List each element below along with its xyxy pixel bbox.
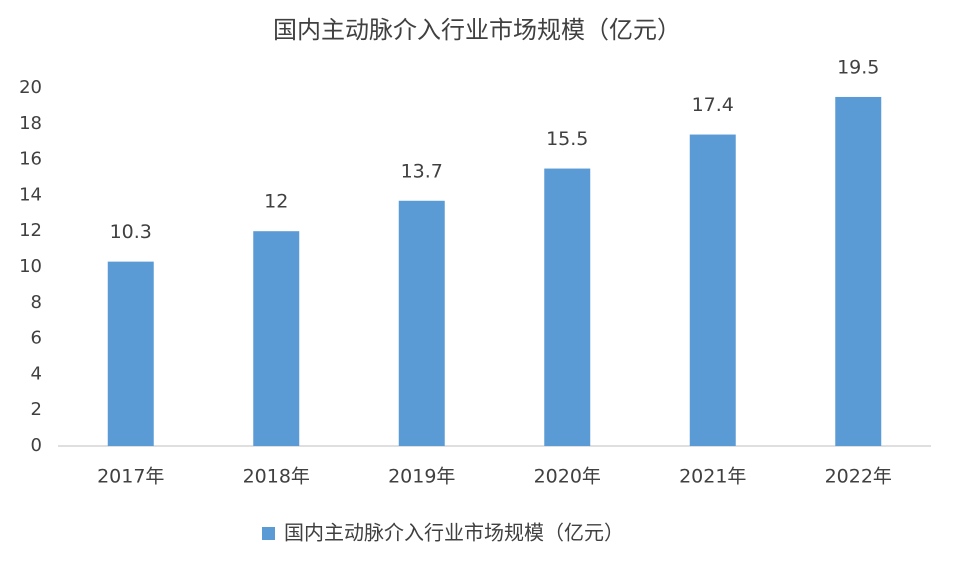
bar (835, 96, 882, 446)
x-tick-label: 2017年 (97, 466, 164, 488)
bar (689, 134, 736, 447)
x-tick-label: 2022年 (825, 466, 892, 488)
chart-title: 国内主动脉介入行业市场规模（亿元） (273, 16, 681, 44)
y-tick-label: 8 (31, 292, 42, 313)
data-label: 17.4 (692, 94, 734, 116)
y-tick-label: 14 (19, 184, 42, 205)
y-tick-label: 10 (19, 256, 42, 277)
data-label: 15.5 (546, 128, 588, 150)
x-tick-label: 2019年 (388, 466, 455, 488)
y-tick-label: 16 (19, 149, 42, 170)
bar (253, 231, 300, 446)
bar (398, 200, 445, 446)
data-label: 12 (264, 191, 288, 213)
x-tick-label: 2020年 (534, 466, 601, 488)
y-tick-label: 18 (19, 113, 42, 134)
legend-label: 国内主动脉介入行业市场规模（亿元） (284, 521, 624, 545)
bar (544, 168, 591, 447)
data-label: 19.5 (837, 56, 879, 78)
bar (107, 261, 154, 446)
legend-swatch (262, 527, 275, 540)
y-tick-label: 12 (19, 220, 42, 241)
y-tick-label: 4 (31, 363, 42, 384)
data-label: 10.3 (110, 221, 152, 243)
y-tick-label: 20 (19, 77, 42, 98)
x-tick-label: 2021年 (679, 466, 746, 488)
x-tick-label: 2018年 (243, 466, 310, 488)
data-label: 13.7 (401, 160, 443, 182)
y-tick-label: 0 (31, 435, 42, 456)
y-tick-label: 2 (31, 399, 42, 420)
y-tick-label: 6 (31, 328, 42, 349)
